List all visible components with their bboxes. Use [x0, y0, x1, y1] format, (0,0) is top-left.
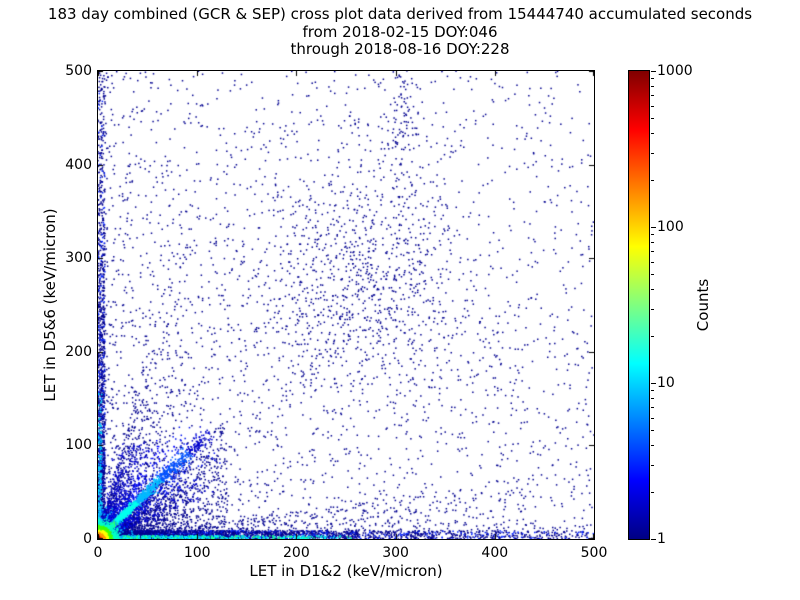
- colorbar-gradient: [629, 71, 649, 539]
- colorbar-minor-tick: [651, 95, 654, 96]
- chart-title: 183 day combined (GCR & SEP) cross plot …: [47, 5, 753, 23]
- y-tick-label: 0: [83, 531, 92, 547]
- y-tick-label: 300: [65, 250, 92, 267]
- colorbar-minor-tick: [651, 180, 654, 181]
- x-axis-label: LET in D1&2 (keV/micron): [249, 562, 443, 580]
- y-axis-label: LET in D5&6 (keV/micron): [41, 208, 59, 402]
- chart-subtitle-from: from 2018-02-15 DOY:046: [302, 23, 498, 41]
- colorbar-minor-tick: [651, 78, 654, 79]
- colorbar-minor-tick: [651, 251, 654, 252]
- colorbar-tick-label: 100: [657, 219, 684, 235]
- colorbar-tick-label: 1: [657, 531, 666, 547]
- colorbar-minor-tick: [651, 336, 654, 337]
- colorbar-minor-tick: [651, 492, 654, 493]
- colorbar-minor-tick: [651, 445, 654, 446]
- x-tick-label: 500: [580, 545, 608, 561]
- colorbar-minor-tick: [651, 289, 654, 290]
- colorbar-label: Counts: [694, 278, 712, 332]
- colorbar-tick-label: 10: [657, 375, 675, 391]
- x-tick-label: 100: [183, 545, 211, 561]
- colorbar: [628, 70, 650, 540]
- colorbar-minor-tick: [651, 309, 654, 310]
- colorbar-minor-tick: [651, 133, 654, 134]
- y-tick-label: 200: [65, 343, 92, 360]
- colorbar-minor-tick: [651, 465, 654, 466]
- colorbar-minor-tick: [651, 398, 654, 399]
- colorbar-minor-tick: [651, 86, 654, 87]
- x-tick-label: 400: [481, 545, 509, 561]
- colorbar-minor-tick: [651, 274, 654, 275]
- colorbar-minor-tick: [651, 153, 654, 154]
- colorbar-major-tick: [651, 71, 656, 72]
- chart-subtitle-through: through 2018-08-16 DOY:228: [290, 40, 510, 58]
- colorbar-minor-tick: [651, 390, 654, 391]
- colorbar-minor-tick: [651, 262, 654, 263]
- scatter-canvas: [98, 71, 594, 539]
- x-tick-label: 200: [283, 545, 310, 561]
- x-tick-label: 0: [93, 545, 103, 561]
- y-tick-label: 100: [65, 437, 92, 454]
- plot-area: [97, 70, 595, 540]
- colorbar-minor-tick: [651, 407, 654, 408]
- colorbar-minor-tick: [651, 242, 654, 243]
- colorbar-minor-tick: [651, 234, 654, 235]
- colorbar-minor-tick: [651, 118, 654, 119]
- y-tick-label: 500: [65, 63, 92, 79]
- x-tick-label: 300: [382, 545, 409, 561]
- colorbar-major-tick: [651, 383, 656, 384]
- colorbar-minor-tick: [651, 106, 654, 107]
- colorbar-major-tick: [651, 539, 656, 540]
- colorbar-minor-tick: [651, 430, 654, 431]
- colorbar-minor-tick: [651, 418, 654, 419]
- y-tick-label: 400: [65, 156, 92, 173]
- colorbar-tick-label: 1000: [657, 63, 693, 79]
- colorbar-major-tick: [651, 227, 656, 228]
